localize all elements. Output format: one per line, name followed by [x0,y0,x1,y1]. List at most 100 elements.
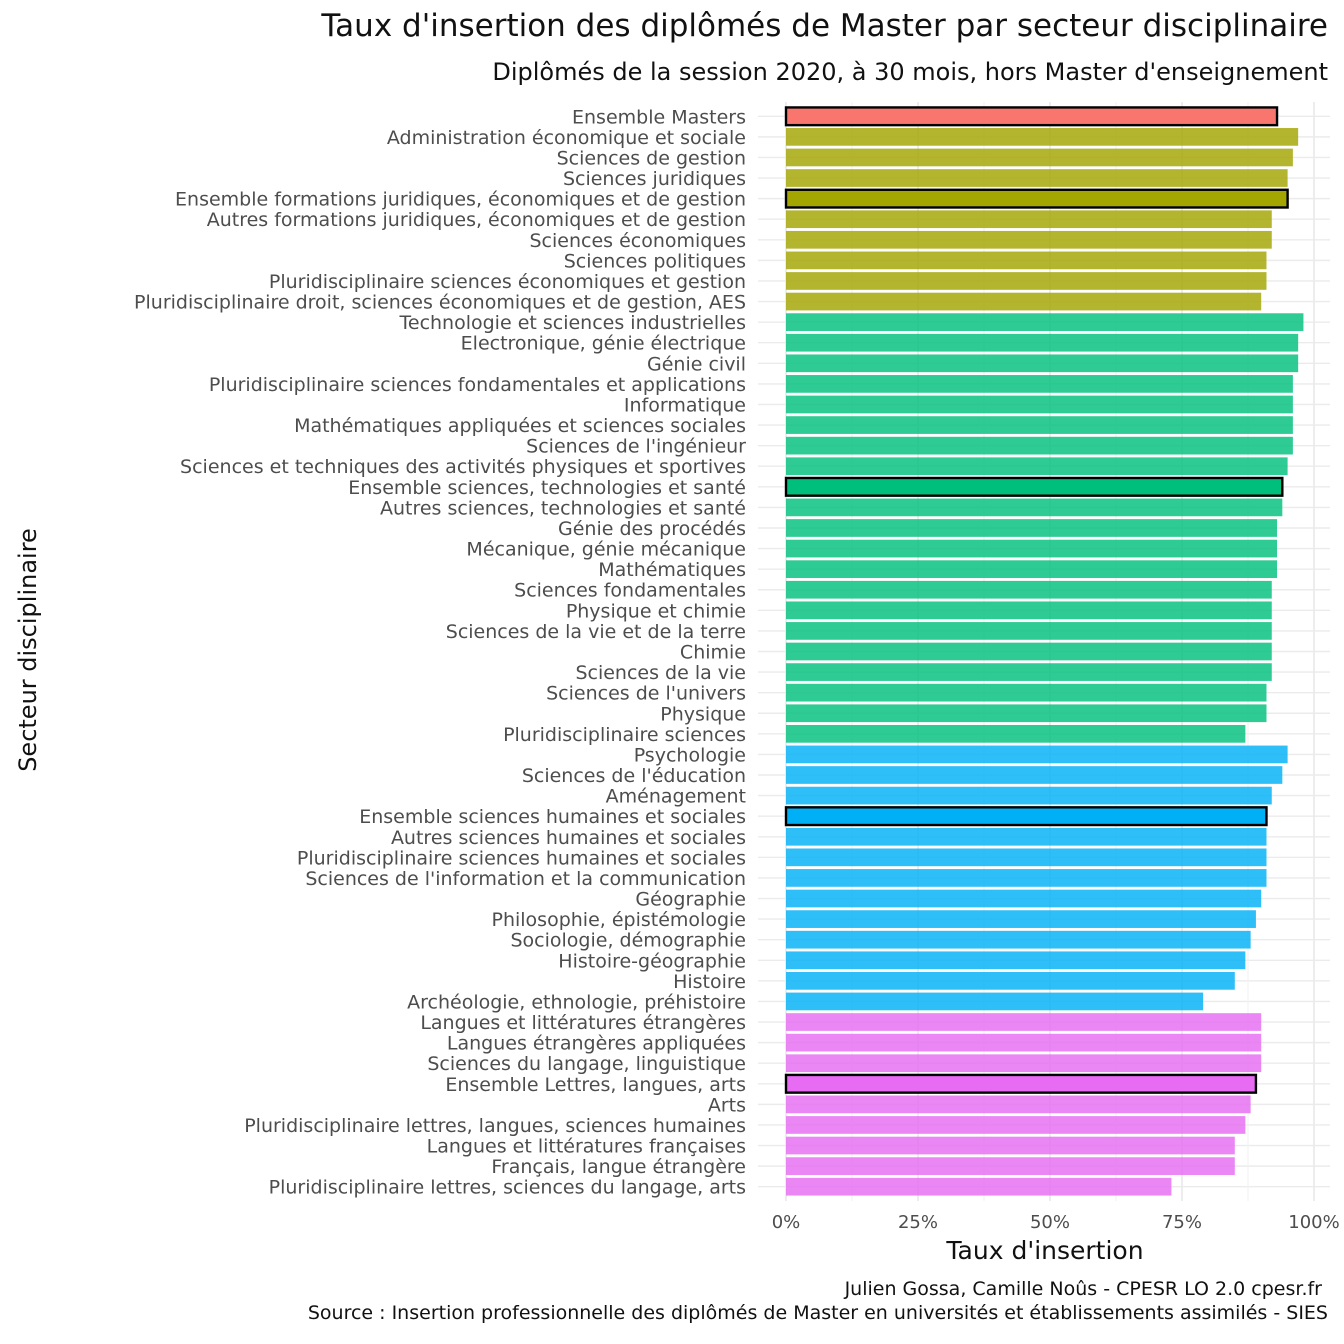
category-label: Chimie [680,642,746,664]
bar [786,169,1288,187]
category-label: Génie civil [647,353,746,375]
bar [786,416,1293,434]
category-label: Géographie [635,889,746,911]
category-label: Mathématiques appliquées et sciences soc… [294,415,746,437]
bar [786,622,1272,640]
bar [786,930,1251,949]
category-label: Langues étrangères appliquées [447,1033,746,1055]
bar [786,498,1283,517]
bar-ensemble [784,106,1279,127]
bar [786,128,1299,146]
category-label: Sciences fondamentales [514,580,746,602]
category-label: Technologie et sciences industrielles [399,312,747,334]
bar [786,766,1283,784]
category-label: Sciences de la vie [575,662,746,684]
category-label: Pluridisciplinaire droit, sciences écono… [134,292,746,314]
category-label: Mathématiques [598,559,746,581]
bar [786,951,1246,970]
bar [786,786,1272,805]
bar-ensemble [784,806,1268,827]
category-label: Mécanique, génie mécanique [466,539,746,561]
x-tick-label: 0% [772,1212,801,1233]
bar-ensemble [784,188,1289,209]
caption-credit: Julien Gossa, Camille Noûs - CPESR LO 2.… [844,1278,1322,1300]
category-label: Aménagement [606,786,746,808]
bar [786,457,1288,476]
category-label: Sciences de gestion [557,147,746,169]
bar [786,992,1204,1011]
y-axis-title: Secteur disciplinaire [14,528,42,772]
bar [786,724,1246,743]
category-label: Autres sciences humaines et sociales [391,827,746,849]
category-label: Pluridisciplinaire sciences [503,724,746,746]
bar [786,519,1278,537]
category-label: Sciences de l'éducation [522,765,746,787]
bar [786,395,1293,414]
category-label: Physique et chimie [566,600,746,622]
bar [786,704,1267,723]
category-label: Histoire-géographie [558,950,746,972]
category-label: Ensemble Lettres, langues, arts [445,1074,746,1096]
bar [786,683,1267,702]
category-label: Sciences et techniques des activités phy… [180,456,746,478]
bar [786,848,1267,867]
category-label: Sciences de la vie et de la terre [446,621,746,643]
bar [786,1136,1235,1155]
category-label: Ensemble sciences humaines et sociales [359,806,746,828]
bar [786,1095,1251,1114]
category-label: Sociologie, démographie [510,930,746,952]
bar [786,292,1262,311]
x-axis-ticks: 0% 25% 50% 75% 100% [772,1212,1340,1233]
category-label: Sciences de l'ingénieur [526,436,746,458]
bar [786,272,1267,290]
bar [786,869,1267,887]
category-label: Sciences économiques [530,230,747,252]
category-label: Ensemble sciences, technologies et santé [348,477,746,499]
category-label: Archéologie, ethnologie, préhistoire [407,991,746,1013]
bar [786,580,1272,599]
category-label: Sciences de l'information et la communic… [305,868,746,890]
bar [786,1157,1235,1175]
bar [786,1013,1262,1031]
bars [784,106,1304,1196]
category-label: Pluridisciplinaire sciences fondamentale… [209,374,746,396]
x-tick-label: 100% [1288,1212,1339,1233]
category-label: Arts [708,1094,746,1116]
x-tick-label: 25% [898,1212,938,1233]
bar [786,354,1299,373]
bar [786,745,1288,764]
category-label: Philosophie, épistémologie [492,909,747,931]
category-label: Langues et littératures françaises [427,1136,746,1158]
category-label: Génie des procédés [558,518,746,540]
bar [786,1116,1246,1134]
caption-source: Source : Insertion professionnelle des d… [307,1302,1328,1324]
chart-title: Taux d'insertion des diplômés de Master … [321,8,1328,44]
bar [786,1054,1262,1073]
bar [786,910,1256,928]
bar [786,889,1262,908]
category-label: Sciences politiques [564,250,746,272]
bar-ensemble [784,1073,1258,1094]
bar-ensemble [784,476,1284,497]
category-label: Français, langue étrangère [491,1156,746,1178]
x-tick-label: 50% [1030,1212,1070,1233]
bar [786,663,1272,681]
bar [786,560,1278,579]
category-label: Histoire [673,971,746,993]
x-tick-label: 75% [1162,1212,1202,1233]
category-label: Administration économique et sociale [387,127,746,149]
bar [786,1177,1172,1196]
bar [786,313,1304,331]
x-axis-title: Taux d'insertion [946,1236,1144,1265]
bar [786,1033,1262,1052]
bar [786,251,1267,270]
category-label: Sciences du langage, linguistique [427,1053,746,1075]
bar [786,972,1235,990]
category-label: Pluridisciplinaire lettres, langues, sci… [244,1115,746,1137]
category-label: Informatique [624,394,746,416]
bar [786,333,1299,352]
category-label: Electronique, génie électrique [461,333,746,355]
bar [786,601,1272,620]
